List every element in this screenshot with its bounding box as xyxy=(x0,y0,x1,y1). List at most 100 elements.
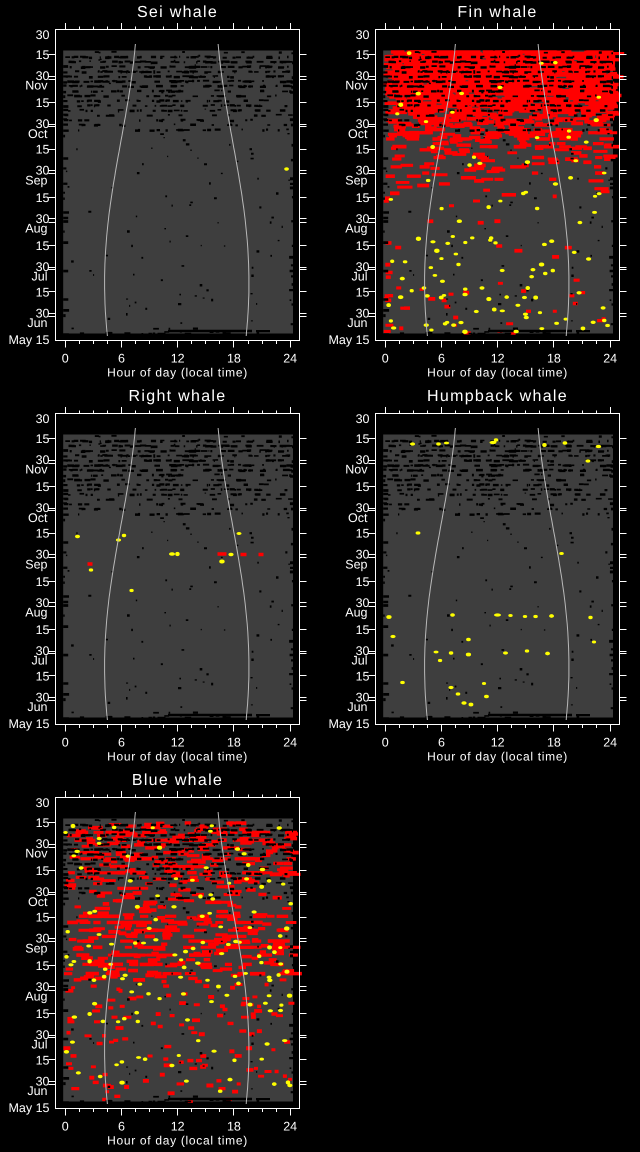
svg-text:15: 15 xyxy=(356,143,370,157)
svg-text:Jun: Jun xyxy=(27,316,47,330)
svg-text:18: 18 xyxy=(547,736,561,750)
svg-text:Hour of day (local time): Hour of day (local time) xyxy=(107,750,248,764)
svg-text:Hour of day (local time): Hour of day (local time) xyxy=(107,1134,248,1148)
svg-text:30: 30 xyxy=(36,260,50,274)
svg-text:Jul: Jul xyxy=(32,1038,48,1052)
svg-text:30: 30 xyxy=(36,412,50,426)
svg-text:12: 12 xyxy=(171,1120,185,1134)
svg-text:Jun: Jun xyxy=(347,316,367,330)
svg-text:Jul: Jul xyxy=(352,270,368,284)
svg-text:Jul: Jul xyxy=(32,270,48,284)
svg-text:30: 30 xyxy=(356,307,370,321)
svg-text:Aug: Aug xyxy=(25,990,47,1004)
svg-text:18: 18 xyxy=(227,1120,241,1134)
svg-text:18: 18 xyxy=(547,352,561,366)
svg-text:30: 30 xyxy=(36,1075,50,1089)
svg-text:30: 30 xyxy=(356,164,370,178)
svg-text:24: 24 xyxy=(283,1120,297,1134)
svg-text:May 15: May 15 xyxy=(329,717,370,731)
svg-text:30: 30 xyxy=(36,117,50,131)
svg-text:6: 6 xyxy=(118,352,125,366)
svg-text:12: 12 xyxy=(171,736,185,750)
svg-text:24: 24 xyxy=(283,736,297,750)
svg-text:15: 15 xyxy=(356,286,370,300)
svg-text:30: 30 xyxy=(36,932,50,946)
svg-text:Jun: Jun xyxy=(347,700,367,714)
svg-text:30: 30 xyxy=(36,596,50,610)
svg-text:15: 15 xyxy=(356,432,370,446)
svg-text:Sep: Sep xyxy=(25,173,47,187)
svg-text:15: 15 xyxy=(36,48,50,62)
svg-text:Oct: Oct xyxy=(348,511,368,525)
svg-text:6: 6 xyxy=(438,736,445,750)
svg-text:Nov: Nov xyxy=(25,79,48,93)
svg-text:Jun: Jun xyxy=(27,700,47,714)
svg-text:30: 30 xyxy=(36,164,50,178)
svg-text:Nov: Nov xyxy=(25,463,48,477)
svg-text:24: 24 xyxy=(603,352,617,366)
svg-text:30: 30 xyxy=(356,691,370,705)
svg-text:15: 15 xyxy=(356,48,370,62)
svg-text:Fin whale: Fin whale xyxy=(457,4,537,21)
svg-text:30: 30 xyxy=(356,69,370,83)
svg-text:Jun: Jun xyxy=(27,1084,47,1098)
svg-text:Sep: Sep xyxy=(25,941,47,955)
svg-text:Sep: Sep xyxy=(25,557,47,571)
svg-text:May 15: May 15 xyxy=(9,717,50,731)
svg-text:Aug: Aug xyxy=(345,606,367,620)
svg-text:30: 30 xyxy=(356,260,370,274)
svg-text:Aug: Aug xyxy=(25,222,47,236)
svg-text:30: 30 xyxy=(356,117,370,131)
svg-text:Jul: Jul xyxy=(352,654,368,668)
svg-text:15: 15 xyxy=(356,670,370,684)
svg-text:May 15: May 15 xyxy=(329,333,370,347)
svg-text:30: 30 xyxy=(36,307,50,321)
svg-text:Oct: Oct xyxy=(28,895,48,909)
svg-text:Oct: Oct xyxy=(348,127,368,141)
svg-text:30: 30 xyxy=(356,548,370,562)
svg-text:30: 30 xyxy=(36,644,50,658)
svg-text:0: 0 xyxy=(62,352,69,366)
svg-text:15: 15 xyxy=(36,286,50,300)
svg-text:30: 30 xyxy=(356,28,370,42)
svg-text:6: 6 xyxy=(118,736,125,750)
svg-text:Humpback whale: Humpback whale xyxy=(427,388,568,405)
svg-text:15: 15 xyxy=(356,480,370,494)
svg-text:6: 6 xyxy=(438,352,445,366)
svg-text:12: 12 xyxy=(171,352,185,366)
svg-text:0: 0 xyxy=(62,736,69,750)
svg-text:15: 15 xyxy=(36,623,50,637)
svg-text:30: 30 xyxy=(356,453,370,467)
svg-text:30: 30 xyxy=(36,212,50,226)
svg-text:30: 30 xyxy=(36,980,50,994)
svg-text:Aug: Aug xyxy=(25,606,47,620)
svg-text:30: 30 xyxy=(356,644,370,658)
svg-text:12: 12 xyxy=(491,352,505,366)
svg-text:0: 0 xyxy=(62,1120,69,1134)
svg-text:15: 15 xyxy=(36,864,50,878)
svg-text:15: 15 xyxy=(36,432,50,446)
svg-text:15: 15 xyxy=(356,191,370,205)
svg-text:30: 30 xyxy=(356,501,370,515)
svg-text:15: 15 xyxy=(356,623,370,637)
svg-text:30: 30 xyxy=(36,885,50,899)
svg-text:Nov: Nov xyxy=(345,463,368,477)
svg-text:15: 15 xyxy=(36,527,50,541)
svg-text:Sei whale: Sei whale xyxy=(137,4,218,21)
svg-text:30: 30 xyxy=(36,691,50,705)
svg-text:15: 15 xyxy=(36,670,50,684)
svg-text:6: 6 xyxy=(118,1120,125,1134)
svg-text:15: 15 xyxy=(36,1054,50,1068)
svg-text:30: 30 xyxy=(36,453,50,467)
svg-text:Oct: Oct xyxy=(28,127,48,141)
svg-text:15: 15 xyxy=(36,816,50,830)
svg-text:15: 15 xyxy=(36,239,50,253)
svg-text:0: 0 xyxy=(382,736,389,750)
svg-text:15: 15 xyxy=(356,96,370,110)
svg-text:30: 30 xyxy=(36,796,50,810)
svg-text:30: 30 xyxy=(36,548,50,562)
svg-text:15: 15 xyxy=(36,959,50,973)
svg-text:Right whale: Right whale xyxy=(129,388,227,405)
svg-text:Oct: Oct xyxy=(28,511,48,525)
svg-text:Hour of day (local time): Hour of day (local time) xyxy=(427,750,568,764)
